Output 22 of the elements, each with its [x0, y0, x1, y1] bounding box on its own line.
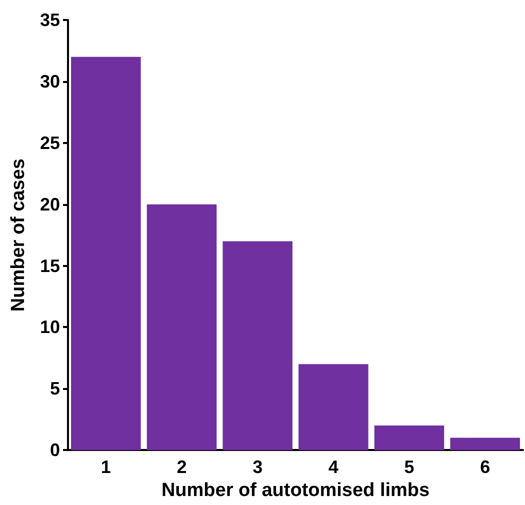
x-tick-label: 6	[480, 457, 490, 478]
bar	[146, 204, 217, 450]
bar	[450, 438, 520, 450]
bar	[374, 426, 444, 450]
x-tick-label: 5	[404, 457, 414, 478]
y-axis-title: Number of cases	[8, 158, 29, 312]
y-tick-label: 35	[40, 10, 60, 30]
bar	[222, 241, 292, 450]
y-tick-label: 10	[40, 317, 60, 338]
x-axis-title: Number of autotomised limbs	[161, 480, 430, 501]
bar	[71, 56, 141, 450]
y-tick-label: 5	[50, 378, 60, 399]
x-tick-label: 4	[328, 457, 338, 478]
x-tick-label: 3	[252, 457, 263, 478]
x-tick-label: 2	[176, 457, 187, 478]
y-tick-label: 20	[40, 194, 60, 214]
y-tick-label: 15	[40, 256, 60, 276]
y-tick-label: 25	[40, 132, 60, 153]
bar	[298, 364, 368, 450]
y-tick-label: 30	[40, 71, 60, 92]
y-tick-label: 0	[50, 440, 60, 460]
x-tick-label: 1	[100, 457, 111, 478]
